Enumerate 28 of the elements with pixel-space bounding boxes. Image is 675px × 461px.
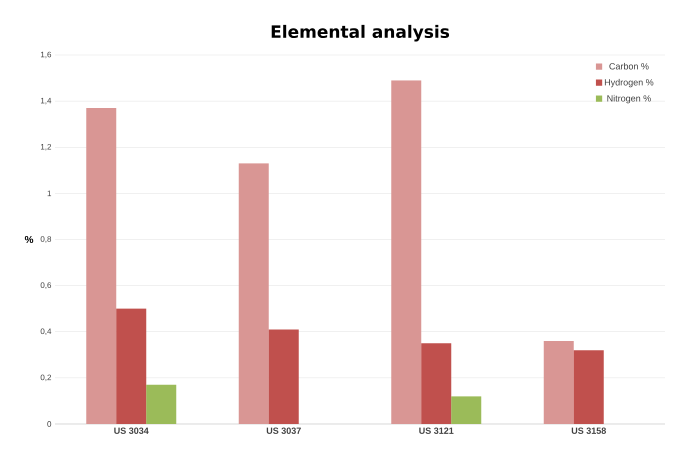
bar	[86, 108, 116, 424]
x-tick-label: US 3034	[114, 428, 149, 434]
y-tick-label: 1,2	[40, 144, 52, 151]
bar	[146, 384, 176, 424]
bar	[268, 329, 299, 424]
chart-title: Elemental analysis	[272, 24, 450, 42]
bar	[391, 80, 422, 424]
legend-label: Carbon %	[609, 62, 649, 70]
bar	[238, 163, 269, 424]
legend-label: Nitrogen %	[607, 94, 651, 104]
y-tick-label: 0,8	[40, 236, 52, 243]
y-tick-label: 0,6	[40, 282, 52, 289]
legend-label: Hydrogen %	[604, 78, 654, 88]
bar	[451, 396, 482, 424]
bar	[544, 340, 574, 424]
y-tick-label: 1,6	[40, 52, 52, 58]
y-tick-label: 0,2	[40, 374, 52, 382]
x-tick-label: US 3037	[266, 428, 301, 434]
bar	[421, 343, 452, 424]
bar	[574, 350, 604, 424]
y-axis-title: %	[24, 236, 34, 244]
y-tick-label: 0	[47, 421, 52, 427]
bar	[116, 308, 146, 424]
y-tick-label: 1	[48, 190, 52, 196]
y-tick-label: 0,4	[40, 328, 52, 336]
x-tick-label: US 3158	[572, 428, 606, 434]
x-tick-label: US 3121	[419, 428, 454, 434]
y-tick-label: 1,4	[40, 98, 52, 104]
